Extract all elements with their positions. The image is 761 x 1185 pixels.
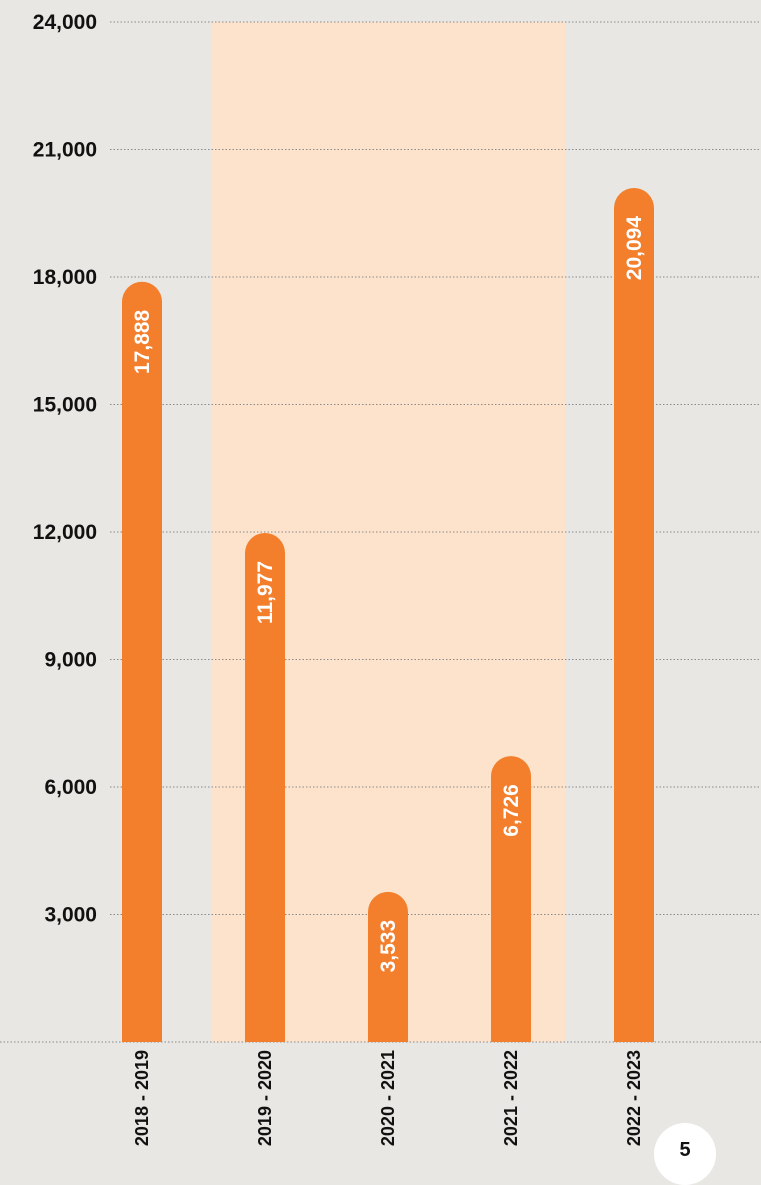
y-tick-label: 21,000 bbox=[33, 139, 97, 162]
y-axis-ticks: 3,000 6,000 9,000 12,000 15,000 18,000 21,000 2… bbox=[33, 11, 97, 927]
bar-value-label: 20,094 bbox=[623, 216, 646, 281]
x-category-label: 2019 - 2020 bbox=[255, 1050, 275, 1146]
x-axis-category-labels: 2018 - 2019 2019 - 2020 2020 - 2021 2021 - … bbox=[132, 1050, 644, 1146]
bar-value-label: 3,533 bbox=[377, 920, 400, 973]
bar bbox=[245, 532, 285, 1042]
x-category-label: 2022 - 2023 bbox=[624, 1050, 644, 1146]
x-category-label: 2021 - 2022 bbox=[501, 1050, 521, 1146]
y-tick-label: 12,000 bbox=[33, 521, 97, 544]
y-tick-label: 6,000 bbox=[44, 776, 97, 799]
bar bbox=[368, 891, 408, 1042]
page-number: 5 bbox=[679, 1139, 691, 1161]
bar-value-label: 6,726 bbox=[500, 784, 523, 837]
y-tick-label: 18,000 bbox=[33, 266, 97, 289]
bar-data-labels: 17,888 11,977 3,533 6,726 20,094 bbox=[131, 216, 646, 973]
bar-value-label: 17,888 bbox=[131, 309, 154, 374]
bar bbox=[614, 188, 654, 1042]
bar-value-label: 11,977 bbox=[254, 561, 277, 624]
bar bbox=[491, 756, 531, 1042]
y-tick-label: 9,000 bbox=[44, 649, 97, 672]
y-tick-label: 24,000 bbox=[33, 11, 97, 34]
page-number-badge: 5 bbox=[654, 1123, 716, 1185]
y-tick-label: 3,000 bbox=[44, 904, 97, 927]
y-tick-label: 15,000 bbox=[33, 394, 97, 417]
x-category-label: 2020 - 2021 bbox=[378, 1050, 398, 1146]
bar bbox=[122, 281, 162, 1042]
bars bbox=[122, 188, 654, 1042]
x-category-label: 2018 - 2019 bbox=[132, 1050, 152, 1146]
